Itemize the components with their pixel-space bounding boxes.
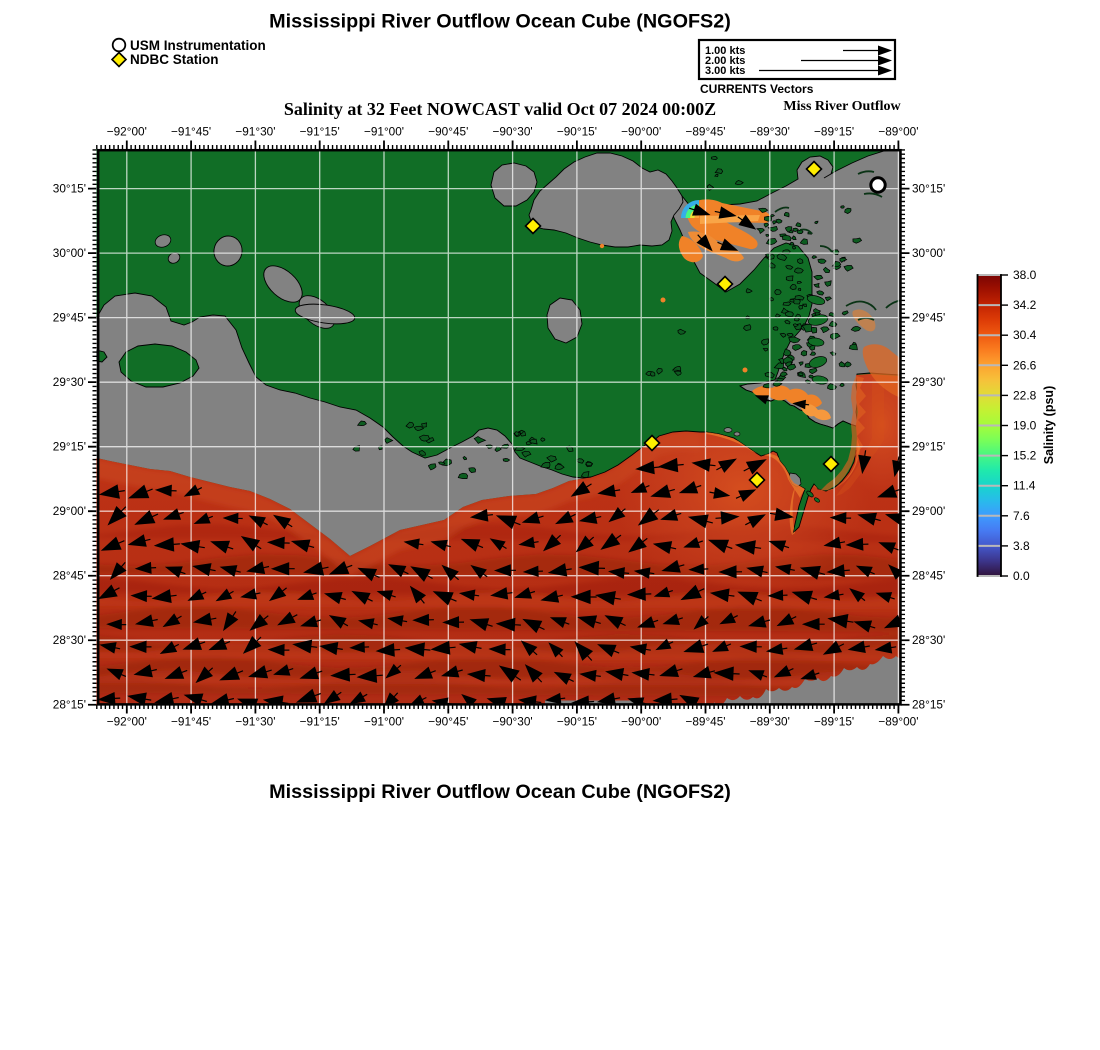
svg-text:Miss River Outflow: Miss River Outflow: [783, 99, 901, 114]
svg-text:Mississippi River Outflow Ocea: Mississippi River Outflow Ocean Cube (NG…: [269, 781, 731, 803]
svg-text:−92°00': −92°00': [107, 715, 147, 729]
svg-text:38.0: 38.0: [1013, 268, 1037, 282]
svg-text:Salinity at 32 Feet NOWCAST va: Salinity at 32 Feet NOWCAST valid Oct 07…: [284, 99, 716, 119]
svg-text:−91°30': −91°30': [235, 125, 275, 139]
svg-text:28°15': 28°15': [912, 698, 945, 712]
svg-text:26.6: 26.6: [1013, 358, 1037, 372]
svg-text:−91°30': −91°30': [235, 715, 275, 729]
svg-text:−92°00': −92°00': [107, 125, 147, 139]
svg-text:30°15': 30°15': [912, 181, 945, 195]
svg-text:30°00': 30°00': [53, 246, 86, 260]
svg-text:29°15': 29°15': [53, 440, 86, 454]
svg-text:28°45': 28°45': [912, 569, 945, 583]
svg-text:−90°00': −90°00': [621, 125, 661, 139]
svg-text:1.00 kts: 1.00 kts: [705, 45, 745, 57]
svg-text:34.2: 34.2: [1013, 298, 1037, 312]
svg-text:29°15': 29°15': [912, 440, 945, 454]
svg-text:−91°15': −91°15': [300, 715, 340, 729]
svg-text:30°15': 30°15': [53, 181, 86, 195]
svg-text:−89°45': −89°45': [685, 125, 725, 139]
svg-text:−89°30': −89°30': [750, 125, 790, 139]
svg-text:−89°15': −89°15': [814, 125, 854, 139]
svg-text:15.2: 15.2: [1013, 449, 1037, 463]
svg-text:−91°00': −91°00': [364, 715, 404, 729]
svg-text:28°15': 28°15': [53, 698, 86, 712]
svg-text:29°45': 29°45': [53, 310, 86, 324]
svg-text:28°45': 28°45': [53, 569, 86, 583]
svg-text:−90°45': −90°45': [428, 715, 468, 729]
svg-text:3.8: 3.8: [1013, 539, 1030, 553]
svg-text:−89°45': −89°45': [685, 715, 725, 729]
svg-text:29°00': 29°00': [912, 504, 945, 518]
svg-text:−91°45': −91°45': [171, 125, 211, 139]
svg-text:−89°00': −89°00': [878, 125, 918, 139]
svg-text:−89°00': −89°00': [878, 715, 918, 729]
svg-text:−89°30': −89°30': [750, 715, 790, 729]
svg-text:−91°45': −91°45': [171, 715, 211, 729]
svg-text:−90°15': −90°15': [557, 125, 597, 139]
svg-text:11.4: 11.4: [1013, 479, 1036, 493]
svg-text:28°30': 28°30': [912, 633, 945, 647]
svg-text:29°00': 29°00': [53, 504, 86, 518]
svg-text:−91°15': −91°15': [300, 125, 340, 139]
svg-text:29°30': 29°30': [53, 375, 86, 389]
svg-text:22.8: 22.8: [1013, 388, 1037, 402]
svg-text:−90°15': −90°15': [557, 715, 597, 729]
svg-text:28°30': 28°30': [53, 633, 86, 647]
svg-text:−90°45': −90°45': [428, 125, 468, 139]
svg-text:29°45': 29°45': [912, 310, 945, 324]
svg-text:29°30': 29°30': [912, 375, 945, 389]
svg-text:7.6: 7.6: [1013, 509, 1030, 523]
svg-text:NDBC Station: NDBC Station: [130, 52, 219, 67]
svg-text:30°00': 30°00': [912, 246, 945, 260]
svg-text:2.00 kts: 2.00 kts: [705, 55, 745, 67]
svg-text:CURRENTS Vectors: CURRENTS Vectors: [700, 82, 814, 96]
svg-text:−90°30': −90°30': [493, 125, 533, 139]
svg-text:−89°15': −89°15': [814, 715, 854, 729]
svg-text:30.4: 30.4: [1013, 328, 1037, 342]
svg-text:−90°30': −90°30': [493, 715, 533, 729]
svg-text:Salinity (psu): Salinity (psu): [1042, 386, 1056, 464]
svg-text:−91°00': −91°00': [364, 125, 404, 139]
svg-text:Mississippi River Outflow Ocea: Mississippi River Outflow Ocean Cube (NG…: [269, 11, 731, 33]
svg-text:−90°00': −90°00': [621, 715, 661, 729]
svg-text:19.0: 19.0: [1013, 419, 1037, 433]
svg-text:USM Instrumentation: USM Instrumentation: [130, 38, 266, 53]
svg-text:3.00 kts: 3.00 kts: [705, 65, 745, 77]
svg-text:0.0: 0.0: [1013, 569, 1030, 583]
